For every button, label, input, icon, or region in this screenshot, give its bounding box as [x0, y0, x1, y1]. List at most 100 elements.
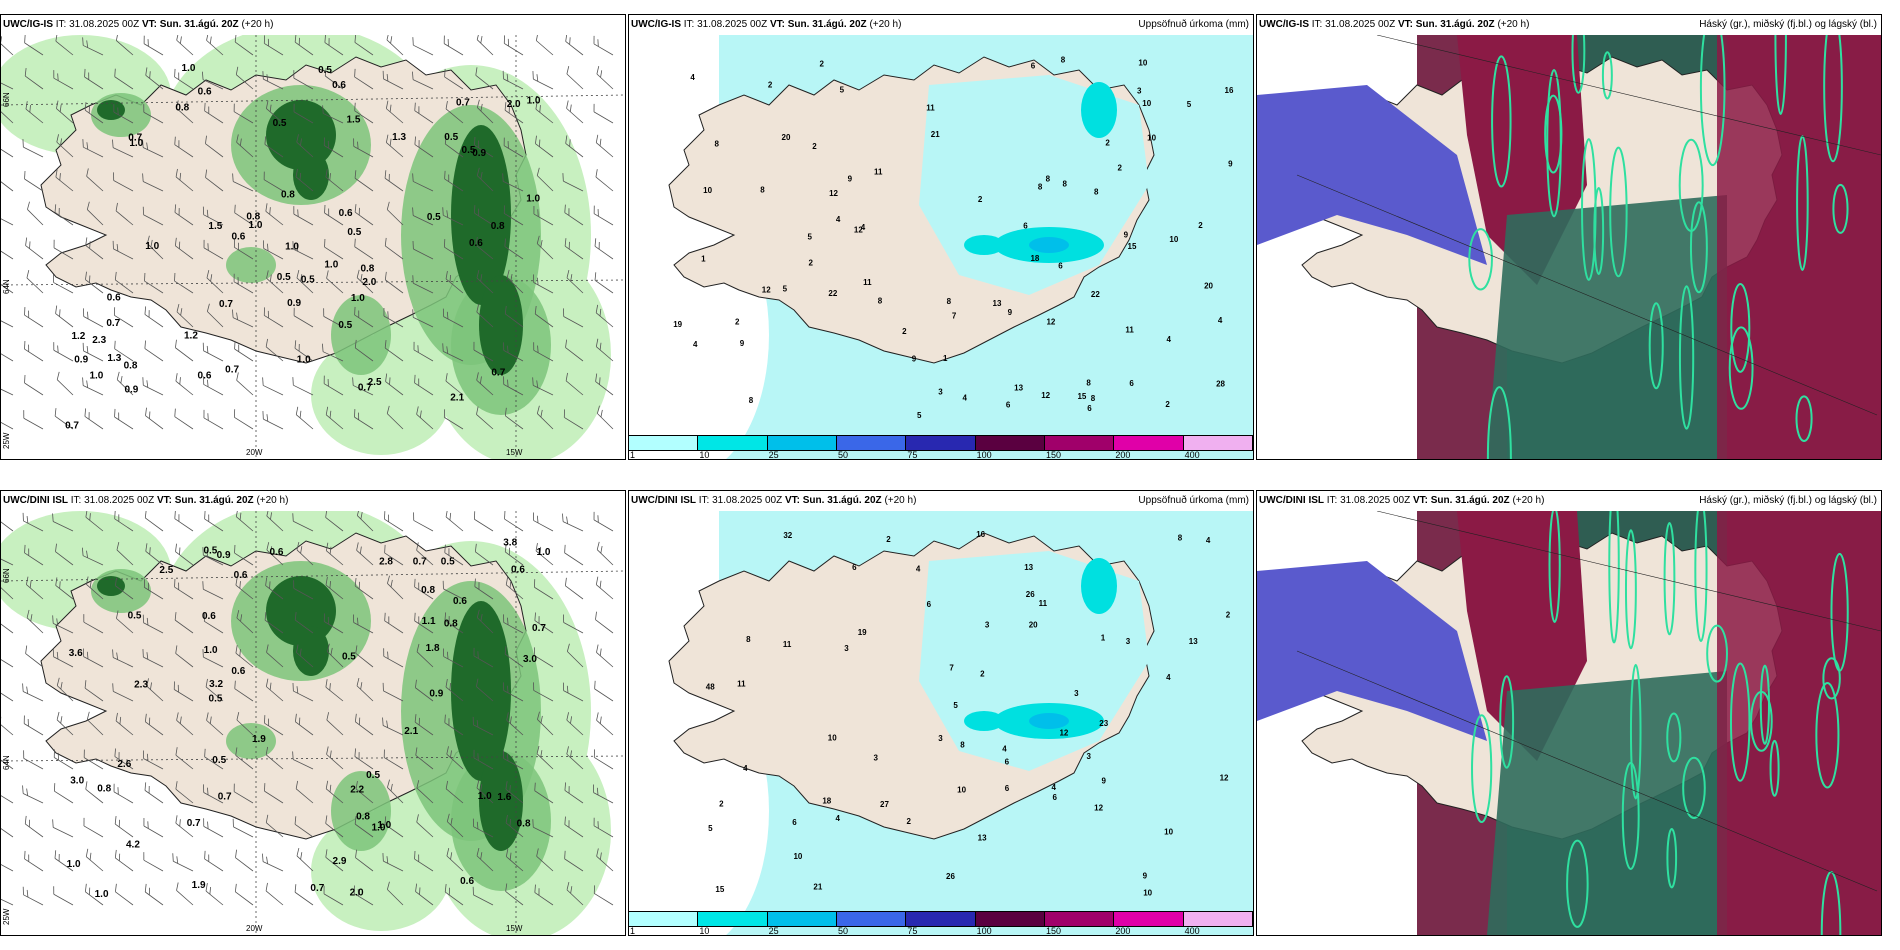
wind-barb — [116, 542, 134, 566]
panel-header: UWC/IG-IS IT: 31.08.2025 00Z VT: Sun. 31… — [1257, 15, 1881, 35]
wind-barb — [412, 275, 434, 294]
cloud-contour — [1624, 529, 1637, 650]
wind-barb — [24, 374, 44, 396]
precip-amount-label: 11 — [1125, 326, 1134, 335]
precip-amount-label: 15 — [1128, 242, 1137, 251]
valid-time-label: VT: — [141, 19, 157, 30]
wind-barb — [176, 712, 194, 736]
wind-barb — [596, 712, 614, 736]
wind-barb — [593, 205, 614, 226]
projection-line — [1296, 650, 1878, 892]
cloud-contour — [1593, 186, 1605, 276]
wind-barb — [25, 645, 44, 668]
precip-amount-label: 10 — [1169, 235, 1178, 244]
precip-amount-label: 10 — [1164, 828, 1173, 837]
lat-label-64n: 64N — [2, 755, 11, 770]
wind-barb — [382, 70, 404, 90]
wind-barb — [442, 580, 464, 600]
wind-barb — [296, 269, 314, 294]
wind-barb — [476, 847, 494, 872]
wind-barb — [503, 35, 524, 56]
precip-amount-label: 6 — [1005, 784, 1010, 793]
wind-barb — [142, 173, 164, 192]
precip-value-label: 0.6 — [453, 596, 467, 607]
wind-barb — [175, 645, 194, 668]
valid-time-label: VT: — [784, 495, 800, 506]
precip-amount-label: 3 — [938, 387, 943, 396]
wind-barb — [172, 853, 194, 872]
model-name: UWC/DINI ISL — [1259, 495, 1324, 506]
colorbar-tick-label: 400 — [1184, 926, 1200, 936]
wind-barb — [446, 848, 464, 872]
map-area — [1257, 511, 1881, 935]
wind-barb — [82, 139, 104, 158]
wind-barb — [504, 543, 524, 566]
cloud-contour — [1729, 662, 1751, 782]
wind-barb — [564, 816, 584, 838]
wind-barb — [445, 511, 464, 532]
colorbar-tick-label: 50 — [838, 450, 849, 460]
wind-barb — [144, 306, 164, 328]
wind-barb — [382, 682, 404, 702]
wind-barb — [564, 238, 584, 260]
valid-time: Sun. 31.ágú. 20Z — [802, 495, 882, 506]
lead-time: (+20 h) — [256, 495, 289, 506]
precip-heavy-area — [479, 275, 523, 375]
wind-barb — [442, 343, 464, 362]
wind-barb — [566, 66, 584, 90]
wind-barb — [385, 373, 404, 396]
precip-heavy-area — [97, 100, 125, 120]
wind-barb — [293, 206, 314, 226]
precip-amount-label: 6 — [792, 818, 797, 827]
precip-heavy-area — [293, 626, 329, 676]
precip-10-25 — [1081, 82, 1117, 138]
colorbar-swatch — [975, 435, 1045, 451]
wind-barb — [174, 237, 194, 260]
precip-amount-label: 15 — [1077, 392, 1086, 401]
wind-barb — [56, 711, 74, 736]
wind-barb — [24, 341, 44, 362]
wind-barb — [235, 849, 254, 872]
precip-value-label: 1.0 — [249, 220, 263, 231]
precip-amount-label: 8 — [1046, 175, 1051, 184]
latitude-gridline — [1, 755, 625, 762]
wind-barb — [296, 644, 314, 668]
precip-amount-label: 10 — [828, 733, 837, 742]
wind-barb — [386, 35, 404, 56]
lon-label-15w: 15W — [506, 924, 523, 933]
precip-amount-label: 20 — [782, 133, 791, 142]
wind-barb — [263, 171, 284, 192]
wind-barb — [144, 713, 164, 736]
init-time-label: IT: — [1326, 495, 1338, 506]
wind-barb — [503, 342, 524, 362]
wind-barb — [24, 850, 44, 872]
precip-amount-label: 2 — [719, 799, 724, 808]
map-panel-wind: UWC/DINI ISL IT: 31.08.2025 00Z VT: Sun.… — [0, 490, 626, 936]
wind-barb — [83, 614, 104, 634]
precip-amount-label: 3 — [1074, 689, 1079, 698]
precip-amount-label: 26 — [946, 872, 955, 881]
wind-barb — [592, 784, 614, 804]
precip-value-label: 0.5 — [203, 545, 217, 556]
mid-cloud-area — [1487, 671, 1727, 935]
precip-value-label: 1.0 — [537, 547, 551, 558]
wind-barb — [144, 883, 164, 906]
precip-amount-label: 10 — [1143, 889, 1152, 898]
wind-barb — [205, 678, 224, 702]
wind-barb — [115, 202, 134, 226]
precip-amount-label: 6 — [1006, 401, 1011, 410]
precip-value-label: 0.8 — [517, 819, 531, 830]
wind-barb — [265, 814, 284, 838]
wind-barb — [1, 36, 14, 56]
precip-value-label: 0.9 — [429, 688, 443, 699]
wind-barb — [595, 611, 614, 634]
wind-barb — [112, 683, 134, 702]
wind-barb — [596, 541, 614, 566]
colorbar-tick-label: 10 — [699, 450, 710, 460]
wind-barb — [174, 204, 194, 226]
precip-value-label: 2.5 — [159, 565, 173, 576]
wind-barb — [142, 649, 164, 668]
wind-barb — [563, 614, 584, 634]
wind-barb — [412, 173, 434, 192]
wind-barb — [566, 100, 584, 124]
